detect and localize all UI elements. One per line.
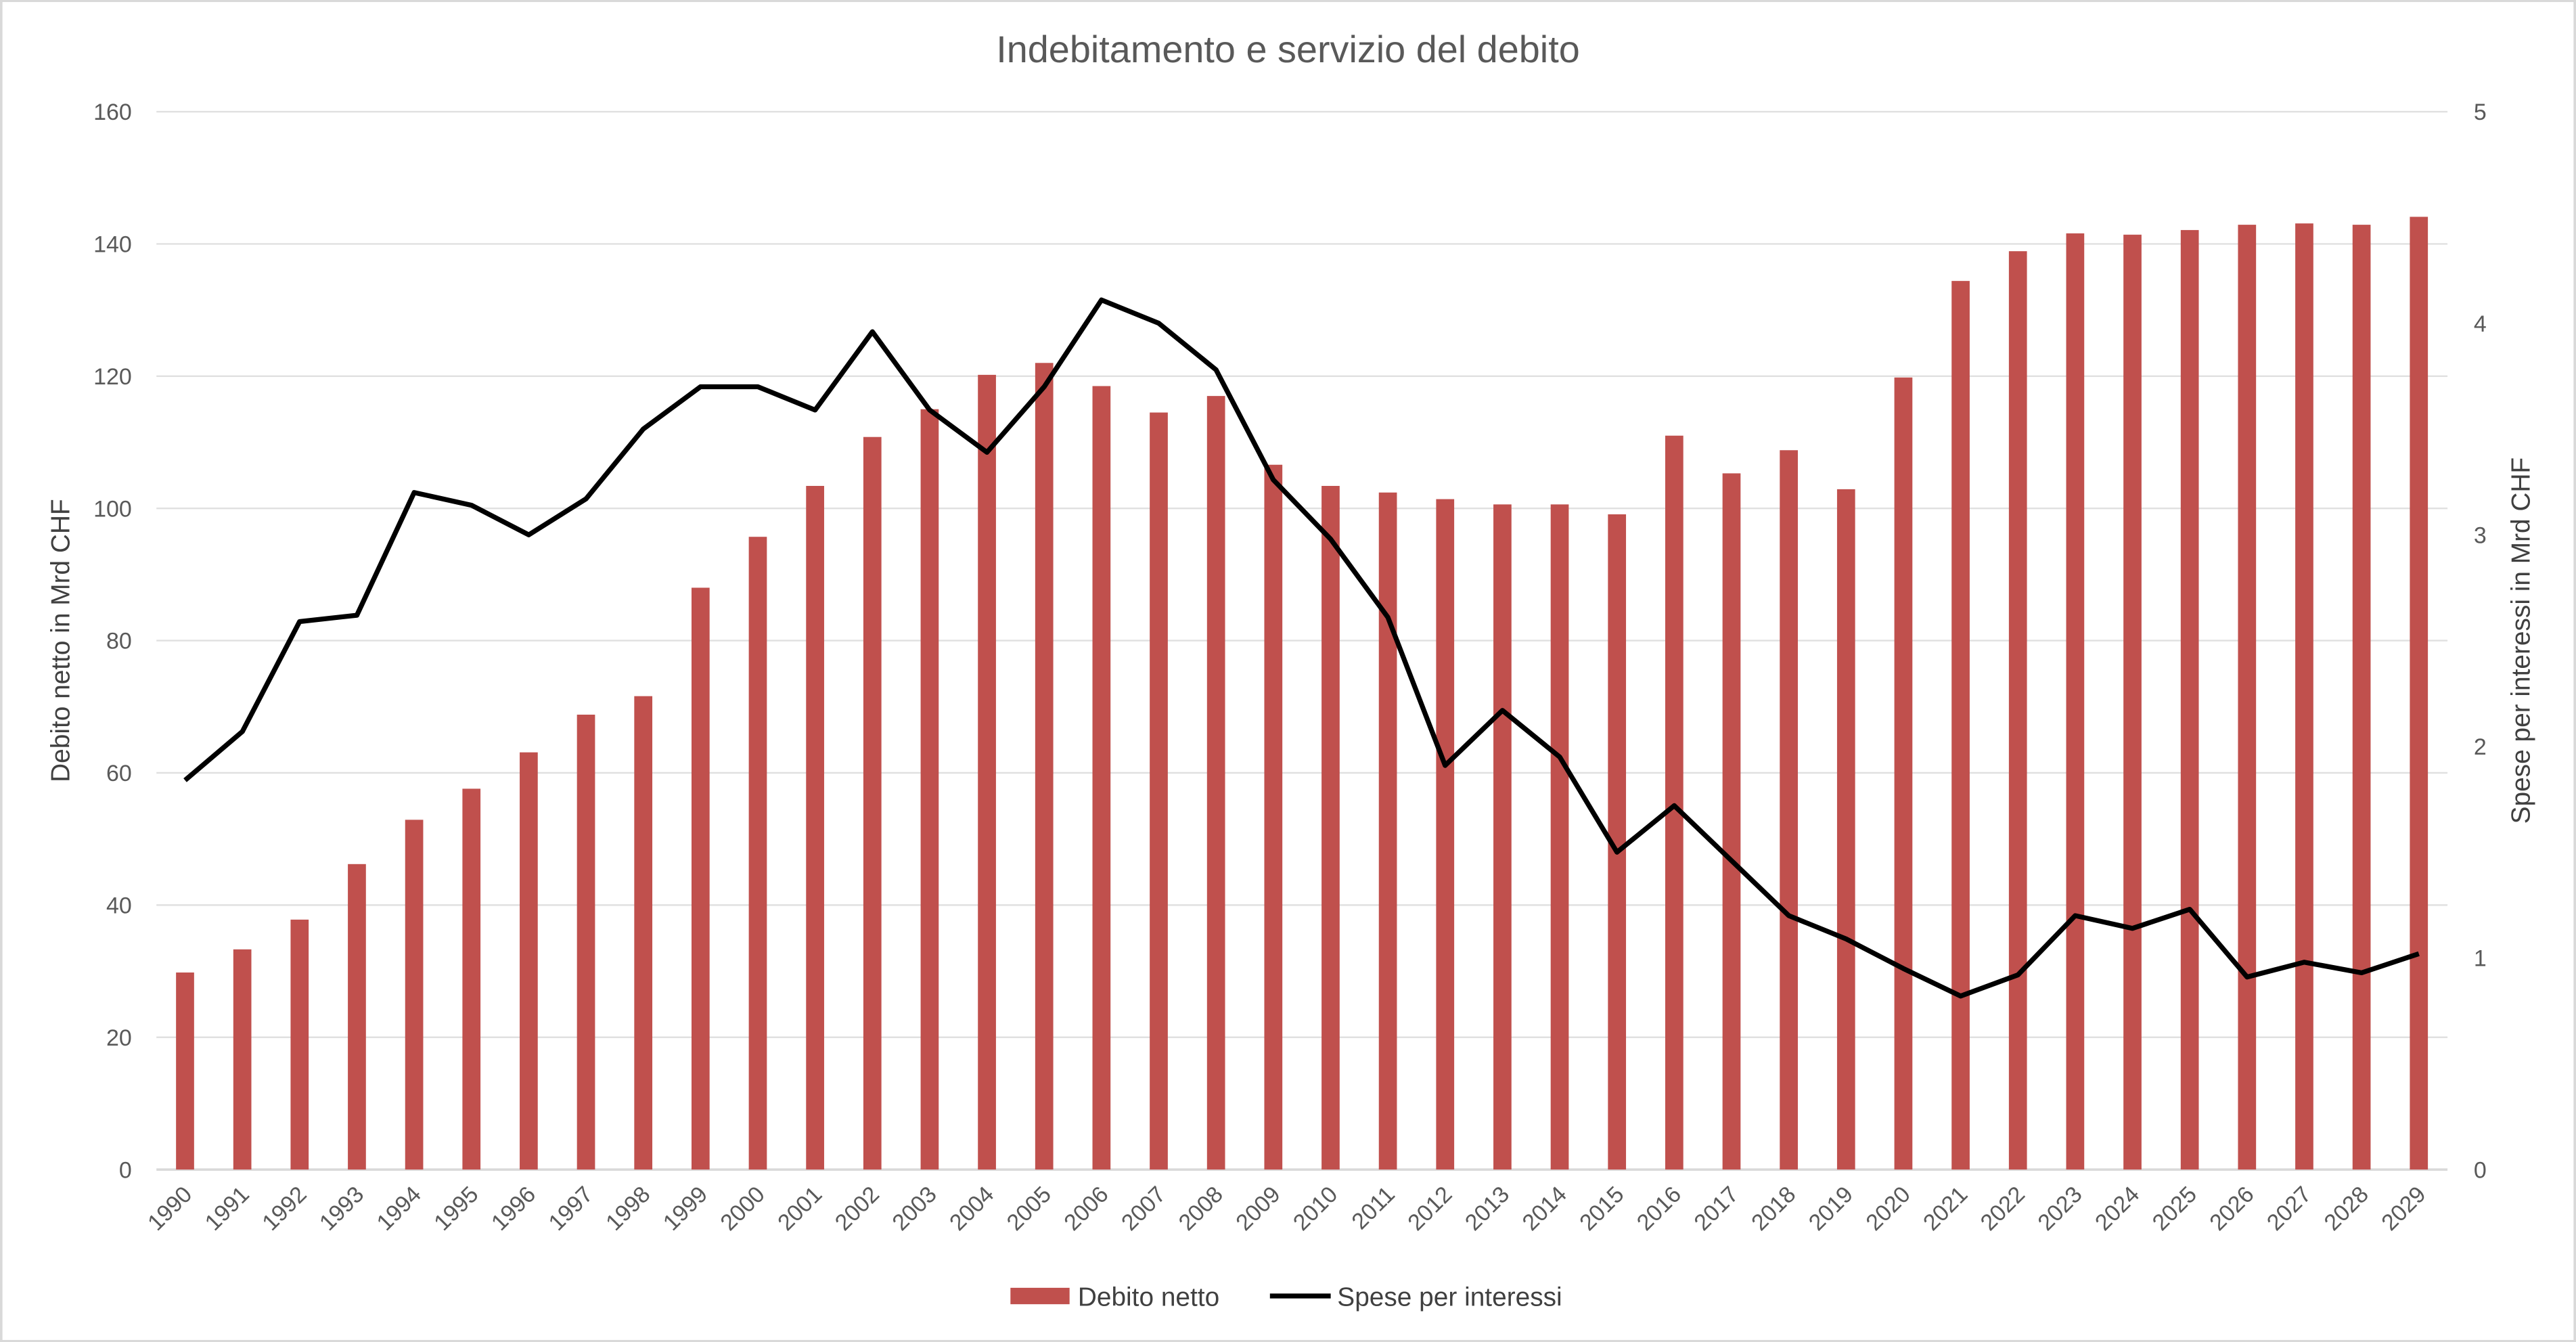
- y-tick-label: 60: [106, 761, 132, 786]
- bar-debito-netto: [405, 820, 424, 1170]
- bar-debito-netto: [2295, 223, 2313, 1170]
- bar-debito-netto: [806, 485, 824, 1170]
- bar-debito-netto: [2352, 225, 2371, 1170]
- bar-debito-netto: [1550, 504, 1569, 1170]
- bar-debito-netto: [2410, 217, 2428, 1170]
- bar-debito-netto: [634, 696, 653, 1170]
- bar-debito-netto: [1150, 412, 1168, 1170]
- bar-debito-netto: [1092, 386, 1111, 1170]
- bar-debito-netto: [2008, 251, 2027, 1170]
- y-tick-label: 20: [106, 1025, 132, 1051]
- legend-swatch-debito-netto: [1010, 1287, 1070, 1305]
- bar-debito-netto: [1722, 473, 1741, 1170]
- bar-debito-netto: [748, 537, 767, 1170]
- legend-label-debito-netto: Debito netto: [1078, 1283, 1219, 1312]
- y-tick-label: 40: [106, 893, 132, 919]
- y2-axis-label: Spese per interessi in Mrd CHF: [2506, 457, 2535, 824]
- bar-debito-netto: [1264, 464, 1283, 1170]
- y2-tick-label: 3: [2474, 522, 2487, 548]
- bar-debito-netto: [348, 864, 366, 1170]
- bar-debito-netto: [520, 752, 538, 1170]
- bar-debito-netto: [920, 409, 939, 1170]
- bar-debito-netto: [1321, 485, 1340, 1170]
- y-tick-label: 0: [119, 1157, 132, 1183]
- y2-tick-label: 5: [2474, 99, 2487, 125]
- y-tick-label: 140: [93, 232, 132, 258]
- bar-debito-netto: [2066, 233, 2085, 1170]
- bar-debito-netto: [978, 374, 996, 1170]
- bar-debito-netto: [1206, 396, 1225, 1170]
- legend: Debito netto Spese per interessi: [1010, 1283, 1562, 1312]
- bar-debito-netto: [2180, 229, 2199, 1170]
- bar-debito-netto: [1951, 281, 1970, 1170]
- bar-debito-netto: [1665, 435, 1684, 1170]
- y2-tick-label: 0: [2474, 1157, 2487, 1183]
- bar-debito-netto: [290, 919, 309, 1170]
- y2-tick-label: 2: [2474, 734, 2487, 760]
- bar-debito-netto: [1035, 363, 1054, 1170]
- bar-debito-netto: [1780, 450, 1798, 1170]
- bar-debito-netto: [462, 788, 481, 1170]
- bar-debito-netto: [176, 972, 194, 1170]
- bar-debito-netto: [2123, 234, 2142, 1170]
- bar-debito-netto: [2238, 225, 2257, 1170]
- bar-debito-netto: [1836, 489, 1855, 1170]
- bar-debito-netto: [863, 437, 882, 1170]
- y-tick-label: 120: [93, 364, 132, 390]
- chart-title: Indebitamento e servizio del debito: [996, 28, 1580, 70]
- bar-debito-netto: [577, 715, 595, 1170]
- bar-debito-netto: [1378, 492, 1397, 1170]
- y-tick-label: 100: [93, 496, 132, 522]
- y-axis-label: Debito netto in Mrd CHF: [47, 499, 76, 782]
- bar-debito-netto: [691, 587, 710, 1170]
- bar-debito-netto: [1894, 377, 1913, 1170]
- bar-debito-netto: [1436, 499, 1455, 1170]
- line-spese-per-interessi: [183, 297, 2420, 999]
- bar-debito-netto: [233, 949, 252, 1170]
- y-tick-label: 80: [106, 629, 132, 654]
- legend-label-spese-per-interessi: Spese per interessi: [1337, 1283, 1562, 1312]
- bar-debito-netto: [1493, 504, 1512, 1170]
- y-tick-label: 160: [93, 99, 132, 125]
- y2-tick-label: 1: [2474, 946, 2487, 972]
- y2-tick-label: 4: [2474, 311, 2487, 337]
